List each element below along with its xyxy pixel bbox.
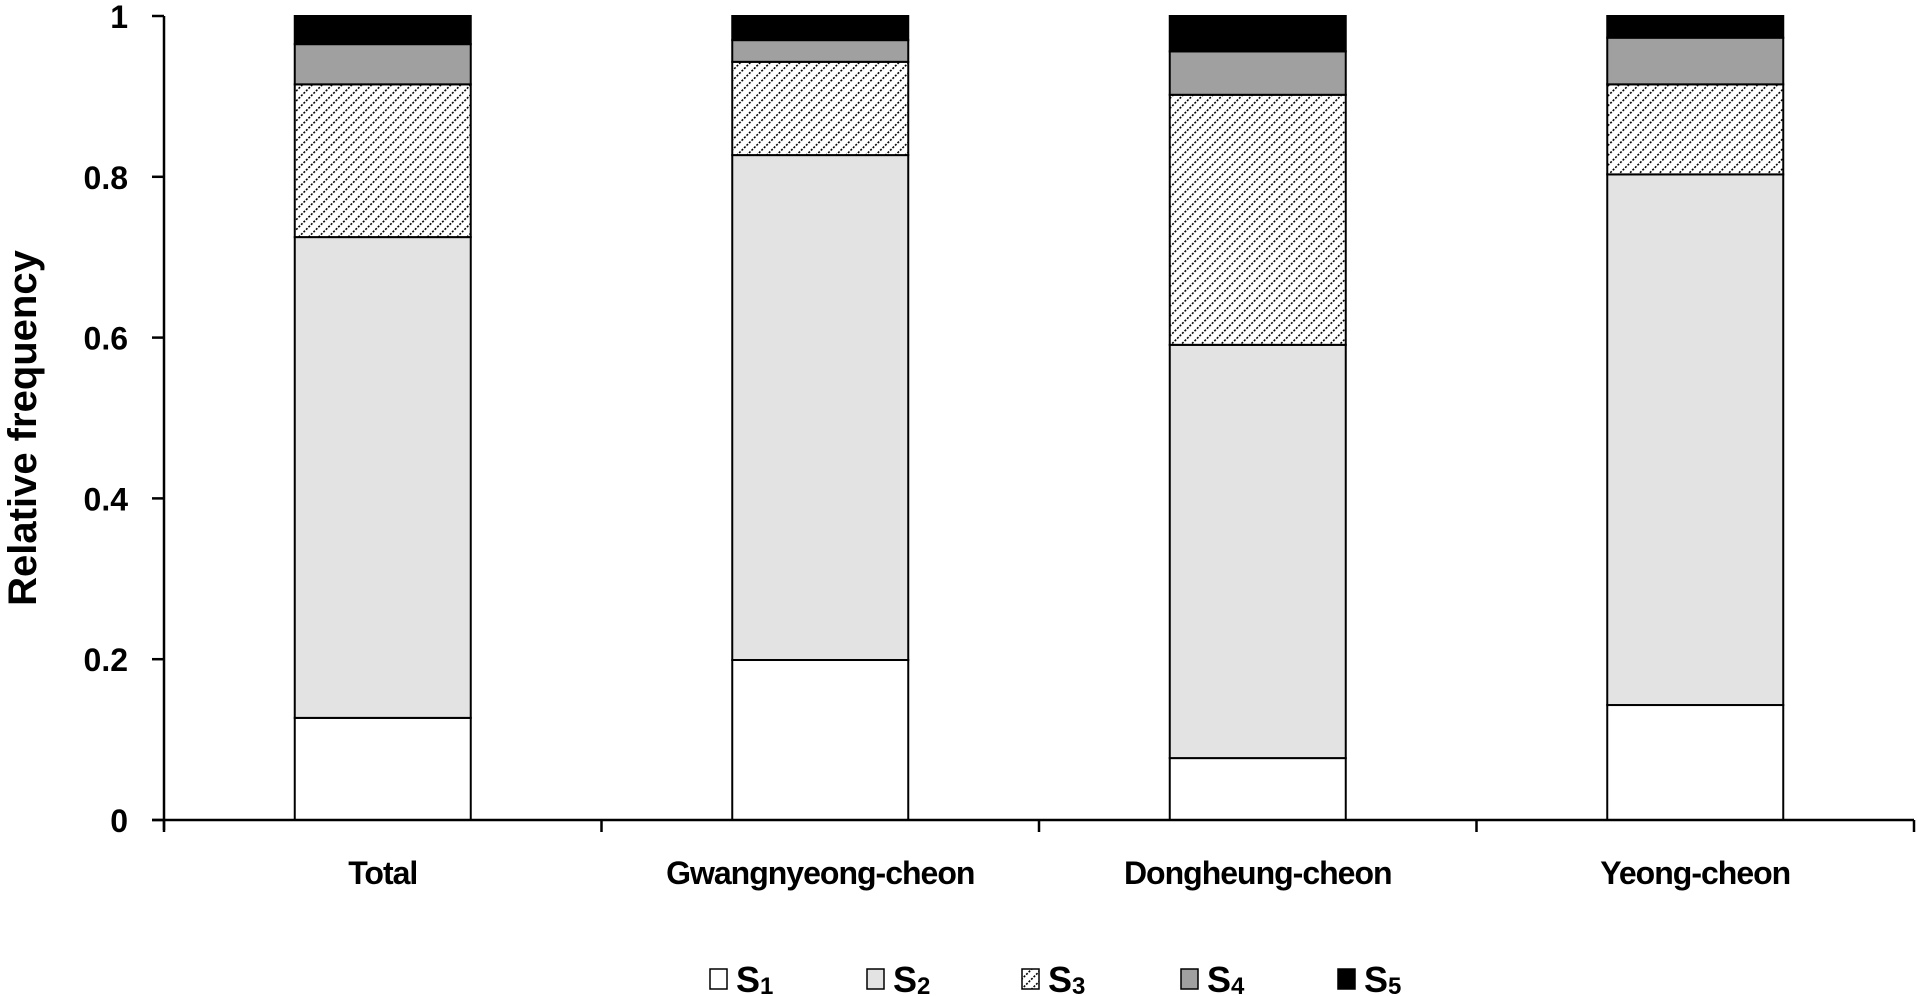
bar-segment-s1	[1168, 757, 1347, 821]
bar-yeong-cheon	[1606, 15, 1785, 822]
bar-segment-s1	[1606, 704, 1785, 822]
y-tick-label: 0.6	[84, 321, 128, 357]
x-tick-label: Total	[348, 855, 417, 891]
legend-swatch	[1337, 968, 1356, 990]
legend-item-s1: S1	[709, 959, 773, 996]
bar-segment-s5	[1168, 15, 1347, 53]
bar-total	[293, 15, 472, 822]
bar-segment-s2	[1168, 343, 1347, 760]
bars	[293, 15, 1785, 822]
bar-segment-s3	[1168, 93, 1347, 346]
y-tick-label: 0.4	[84, 481, 129, 517]
y-tick-label: 0.2	[84, 642, 128, 678]
legend-swatch	[1021, 968, 1040, 990]
x-tick-label: Dongheung-cheon	[1124, 855, 1392, 891]
legend-swatch	[1180, 968, 1199, 990]
bar-gwangnyeong-cheon	[731, 15, 910, 822]
legend-label: S3	[1048, 959, 1085, 996]
bar-segment-s3	[293, 83, 472, 239]
bar-segment-s1	[731, 659, 910, 822]
bar-segment-s5	[1606, 15, 1785, 39]
bar-dongheung-cheon	[1168, 15, 1347, 821]
legend-label: S4	[1207, 959, 1245, 996]
x-tick-label: Gwangnyeong-cheon	[666, 855, 974, 891]
y-tick-label: 0.8	[84, 160, 128, 196]
legend-item-s5: S5	[1337, 959, 1401, 996]
bar-segment-s4	[293, 43, 472, 86]
legend-label: S2	[893, 959, 930, 996]
legend-label: S1	[736, 959, 773, 996]
legend-item-s3: S3	[1021, 959, 1085, 996]
y-axis-label: Relative frequency	[1, 249, 45, 605]
legend-swatch	[709, 968, 728, 990]
bar-segment-s4	[1606, 36, 1785, 86]
legend: S1 S2 S3 S4 S5	[709, 959, 1401, 996]
y-axis: 0 0.2 0.4 0.6 0.8 1	[84, 0, 166, 839]
y-tick-label: 0	[110, 803, 128, 839]
bar-segment-s4	[1168, 50, 1347, 96]
y-axis-title: Relative frequency	[1, 249, 45, 605]
bar-segment-s4	[731, 39, 910, 63]
bar-segment-s2	[1606, 173, 1785, 707]
legend-item-s2: S2	[866, 959, 930, 996]
legend-item-s4: S4	[1180, 959, 1245, 996]
legend-label: S5	[1364, 959, 1401, 996]
x-axis: Total Gwangnyeong-cheon Dongheung-cheon Yeo…	[152, 818, 1916, 891]
bar-segment-s5	[293, 15, 472, 46]
bar-segment-s5	[731, 15, 910, 42]
y-tick-label: 1	[110, 0, 128, 35]
x-tick-label: Yeong-cheon	[1600, 855, 1790, 891]
bar-segment-s1	[293, 716, 472, 822]
bar-segment-s2	[293, 236, 472, 719]
legend-swatch	[866, 968, 885, 990]
bar-segment-s2	[731, 154, 910, 662]
bar-segment-s3	[1606, 83, 1785, 176]
bar-segment-s3	[731, 60, 910, 157]
